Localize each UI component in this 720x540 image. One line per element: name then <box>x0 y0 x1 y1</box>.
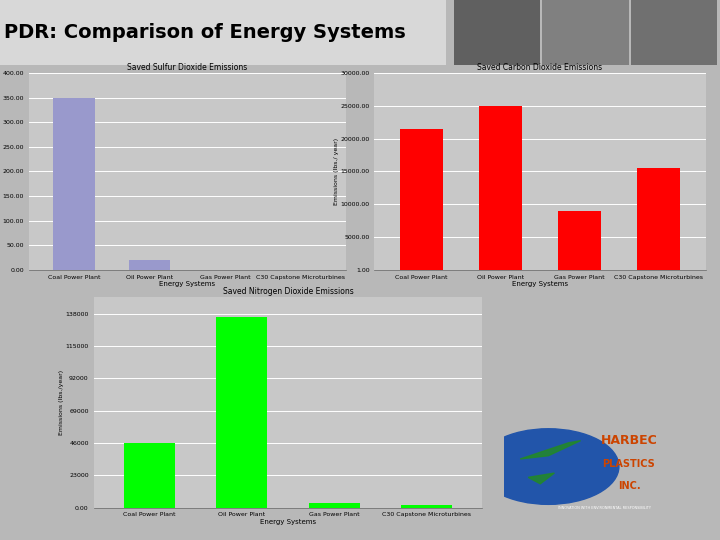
Text: INNOVATION WITH ENVIRONMENTAL RESPONSIBILITY: INNOVATION WITH ENVIRONMENTAL RESPONSIBI… <box>558 505 652 510</box>
X-axis label: Energy Systems: Energy Systems <box>159 281 215 287</box>
Bar <box>400 129 444 270</box>
Polygon shape <box>528 473 554 484</box>
Y-axis label: Emissions (lbs./year): Emissions (lbs./year) <box>59 370 64 435</box>
Text: PLASTICS: PLASTICS <box>603 460 655 469</box>
Polygon shape <box>520 441 580 459</box>
X-axis label: Energy Systems: Energy Systems <box>260 519 316 525</box>
Bar <box>53 98 95 270</box>
FancyBboxPatch shape <box>0 0 446 65</box>
Bar <box>309 503 360 508</box>
Text: HARBEC: HARBEC <box>600 434 657 447</box>
Y-axis label: Emissions (lbs./year): Emissions (lbs./year) <box>0 139 1 204</box>
X-axis label: Energy Systems: Energy Systems <box>512 281 568 287</box>
Title: Saved Carbon Dioxide Emissions: Saved Carbon Dioxide Emissions <box>477 63 603 72</box>
Text: PDR: Comparison of Energy Systems: PDR: Comparison of Energy Systems <box>4 23 405 42</box>
FancyBboxPatch shape <box>631 0 717 65</box>
Y-axis label: Emissions (lbs./ year): Emissions (lbs./ year) <box>334 138 339 205</box>
Bar <box>129 260 170 270</box>
Circle shape <box>478 429 619 504</box>
Bar <box>558 211 601 270</box>
Bar <box>479 106 522 270</box>
Bar <box>216 316 267 508</box>
Bar <box>124 443 175 508</box>
Bar <box>402 505 452 508</box>
Title: Saved Sulfur Dioxide Emissions: Saved Sulfur Dioxide Emissions <box>127 63 248 72</box>
Text: INC.: INC. <box>618 481 640 491</box>
FancyBboxPatch shape <box>454 0 540 65</box>
Title: Saved Nitrogen Dioxide Emissions: Saved Nitrogen Dioxide Emissions <box>222 287 354 296</box>
Bar <box>636 168 680 270</box>
FancyBboxPatch shape <box>542 0 629 65</box>
